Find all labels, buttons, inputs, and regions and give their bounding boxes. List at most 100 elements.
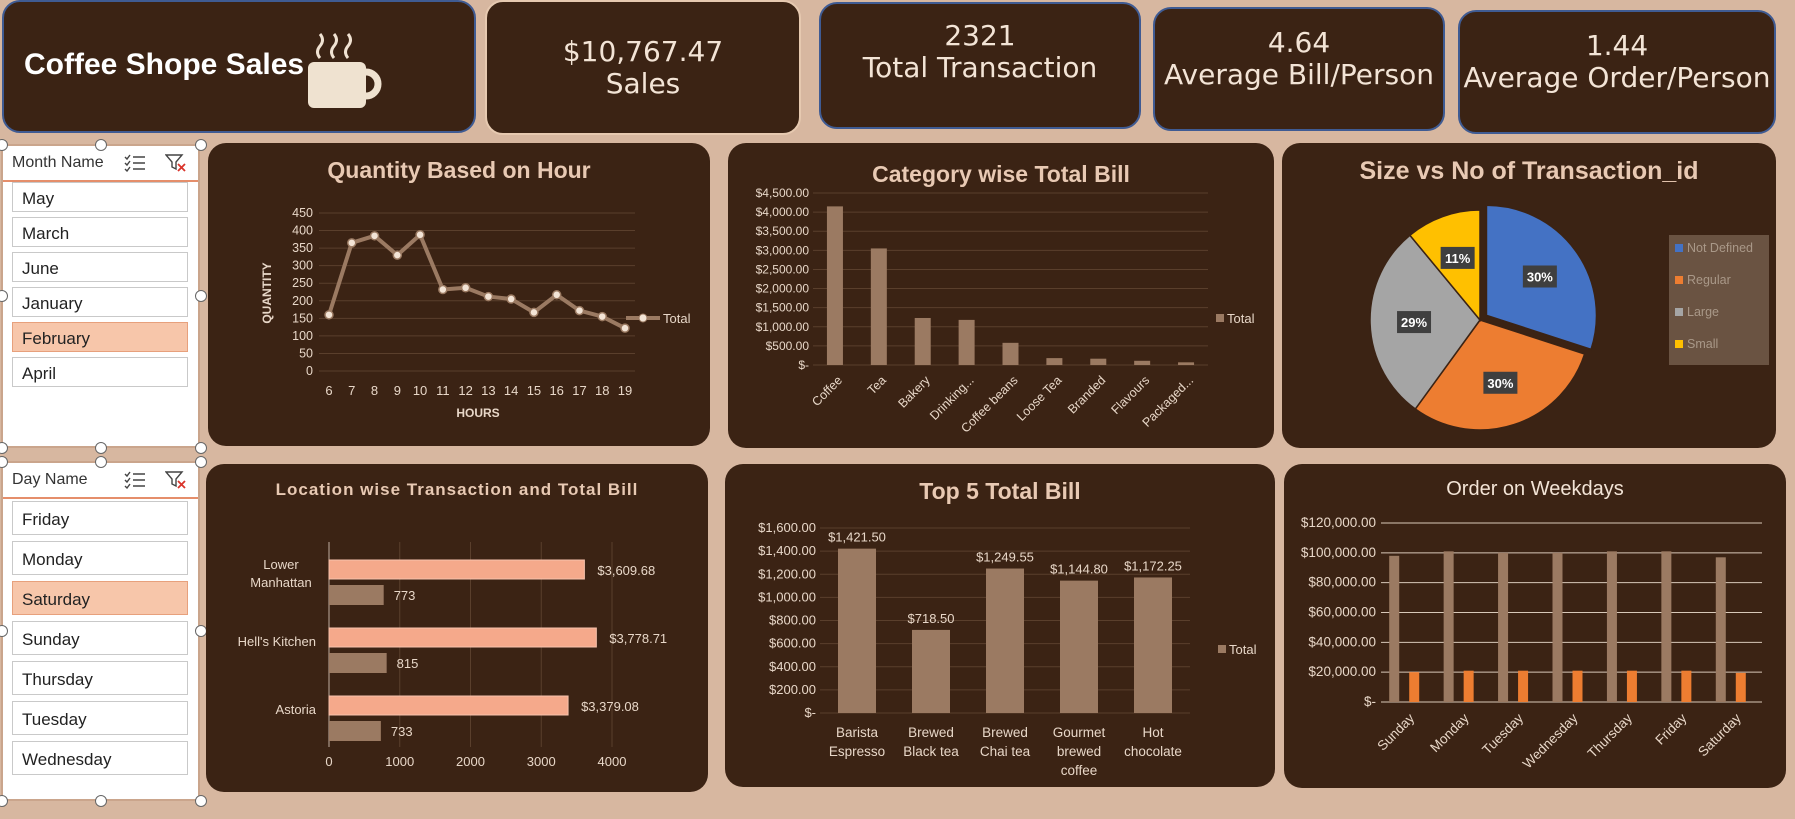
resize-handle[interactable] bbox=[95, 795, 107, 807]
y-tick-label: $120,000.00 bbox=[1301, 515, 1376, 530]
bar bbox=[914, 317, 931, 365]
data-label: 733 bbox=[391, 724, 413, 739]
y-tick-label: $- bbox=[1364, 694, 1376, 709]
resize-handle[interactable] bbox=[195, 456, 207, 468]
x-tick-label: 10 bbox=[413, 383, 427, 398]
x-tick-label: 19 bbox=[618, 383, 632, 398]
clear-filter-icon[interactable] bbox=[165, 153, 187, 173]
resize-handle[interactable] bbox=[0, 290, 8, 302]
resize-handle[interactable] bbox=[195, 795, 207, 807]
chart-weekday: $- $20,000.00 $40,000.00 $60,000.00 $80,000.… bbox=[1301, 515, 1762, 771]
y-tick-label: $2,000.00 bbox=[756, 282, 810, 296]
resize-handle[interactable] bbox=[95, 456, 107, 468]
slicer-item-sunday[interactable]: Sunday bbox=[12, 621, 188, 655]
y-tick-label: Lower bbox=[263, 557, 299, 572]
kpi-transactions-label: Total Transaction bbox=[862, 51, 1098, 84]
slicer-item-january[interactable]: January bbox=[12, 287, 188, 317]
legend-swatch bbox=[1675, 276, 1683, 284]
bar bbox=[870, 248, 887, 365]
y-tick-label: 350 bbox=[292, 241, 313, 255]
bar bbox=[912, 629, 950, 713]
legend-label: Not Defined bbox=[1687, 241, 1753, 255]
y-tick-label: 400 bbox=[292, 224, 313, 238]
slicer-item-may[interactable]: May bbox=[12, 182, 188, 212]
resize-handle[interactable] bbox=[0, 139, 8, 151]
legend-label: Small bbox=[1687, 337, 1718, 351]
bar-transactions bbox=[329, 585, 384, 605]
resize-handle[interactable] bbox=[195, 442, 207, 454]
slicer-item-april[interactable]: April bbox=[12, 357, 188, 387]
x-tick-label: Thursday bbox=[1585, 710, 1636, 761]
x-tick-label: 9 bbox=[394, 383, 401, 398]
bar-transactions bbox=[329, 653, 387, 673]
legend-swatch bbox=[1216, 314, 1224, 322]
month-slicer[interactable]: Month Name May March June January Februa… bbox=[1, 144, 200, 448]
data-label: $718.50 bbox=[908, 611, 955, 626]
y-tick-label: $1,400.00 bbox=[758, 543, 816, 558]
slicer-item-june[interactable]: June bbox=[12, 252, 188, 282]
x-tick-label: coffee bbox=[1061, 763, 1098, 778]
resize-handle[interactable] bbox=[95, 139, 107, 151]
data-point bbox=[529, 307, 539, 318]
resize-handle[interactable] bbox=[0, 456, 8, 468]
y-tick-label: 100 bbox=[292, 329, 313, 343]
month-slicer-title: Month Name bbox=[12, 154, 104, 171]
legend-label: Large bbox=[1687, 305, 1719, 319]
resize-handle[interactable] bbox=[95, 442, 107, 454]
y-tick-label: $600.00 bbox=[769, 636, 816, 651]
y-tick-label: $60,000.00 bbox=[1308, 605, 1376, 620]
bar-series-2 bbox=[1518, 670, 1529, 702]
x-tick-label: 16 bbox=[549, 383, 563, 398]
x-tick-label: Monday bbox=[1427, 710, 1472, 755]
resize-handle[interactable] bbox=[0, 795, 8, 807]
slicer-item-march[interactable]: March bbox=[12, 217, 188, 247]
y-tick-label: $200.00 bbox=[769, 682, 816, 697]
legend-label: Total bbox=[1227, 311, 1255, 326]
slicer-item-february[interactable]: February bbox=[12, 322, 188, 352]
bar bbox=[1046, 358, 1063, 365]
x-tick-label: Espresso bbox=[829, 744, 885, 759]
x-tick-label: 14 bbox=[504, 383, 518, 398]
title-card: Coffee Shope Sales bbox=[2, 0, 476, 133]
slicer-item-friday[interactable]: Friday bbox=[12, 501, 188, 535]
x-tick-label: Barista bbox=[836, 725, 879, 740]
resize-handle[interactable] bbox=[0, 442, 8, 454]
y-tick-label: 150 bbox=[292, 311, 313, 325]
data-label: 815 bbox=[397, 656, 419, 671]
x-tick-label: 15 bbox=[527, 383, 541, 398]
slicer-item-thursday[interactable]: Thursday bbox=[12, 661, 188, 695]
y-tick-label: $20,000.00 bbox=[1308, 664, 1376, 679]
kpi-avg-order-value: 1.44 bbox=[1585, 29, 1649, 62]
data-point bbox=[369, 231, 380, 241]
data-label: $3,778.71 bbox=[609, 631, 667, 646]
resize-handle[interactable] bbox=[195, 139, 207, 151]
kpi-avg-bill-label: Average Bill/Person bbox=[1164, 58, 1434, 91]
x-tick-label: Bakery bbox=[895, 373, 933, 411]
resize-handle[interactable] bbox=[0, 625, 8, 637]
day-slicer[interactable]: Day Name Friday Monday Saturday Sunday T… bbox=[1, 461, 200, 801]
bar-series-2 bbox=[1572, 670, 1583, 702]
y-tick-label: 300 bbox=[292, 259, 313, 273]
data-point bbox=[392, 250, 403, 260]
slicer-item-wednesday[interactable]: Wednesday bbox=[12, 741, 188, 775]
y-tick-label: 200 bbox=[292, 294, 313, 308]
chart-title-size: Size vs No of Transaction_id bbox=[1359, 157, 1699, 185]
slicer-item-tuesday[interactable]: Tuesday bbox=[12, 701, 188, 735]
y-tick-label: $- bbox=[798, 358, 809, 372]
slicer-item-saturday[interactable]: Saturday bbox=[12, 581, 188, 615]
bar-total-bill bbox=[328, 627, 597, 648]
bar bbox=[986, 568, 1024, 713]
y-tick-label: $500.00 bbox=[766, 339, 810, 353]
clear-filter-icon[interactable] bbox=[165, 470, 187, 490]
kpi-transactions: 2321 Total Transaction bbox=[819, 2, 1141, 129]
multi-select-icon[interactable] bbox=[124, 471, 146, 489]
y-tick-label: $4,000.00 bbox=[756, 205, 810, 219]
slicer-item-monday[interactable]: Monday bbox=[12, 541, 188, 575]
data-point bbox=[324, 310, 334, 320]
multi-select-icon[interactable] bbox=[124, 154, 146, 172]
chart-hour: 0 50 100 150 200 250 300 350 400 450 6 7 8 9 10 11 12 13 1… bbox=[260, 206, 691, 420]
y-tick-label: 250 bbox=[292, 276, 313, 290]
data-label: $1,421.50 bbox=[828, 530, 886, 545]
resize-handle[interactable] bbox=[195, 290, 207, 302]
data-point bbox=[574, 305, 585, 316]
